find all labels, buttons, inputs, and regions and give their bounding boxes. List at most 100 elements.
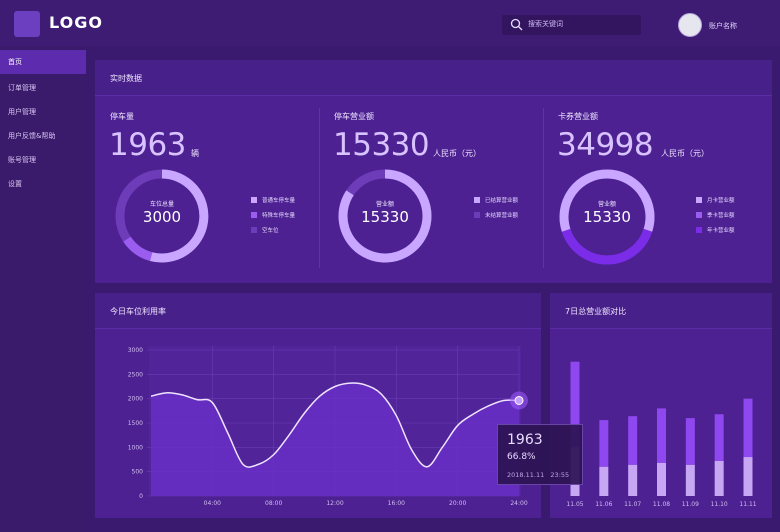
revenue-compare-chart[interactable]: 11.05 11.06 11.07 11.08 11.09 11.10 11.11 (550, 330, 772, 518)
stat-parking-value: 1963 (109, 127, 186, 163)
sidebar-item-accounts[interactable]: 账号管理 (8, 156, 36, 164)
x-tick-label: 11.10 (711, 501, 728, 508)
bar-top (570, 361, 580, 448)
realtime-header: 实时数据 (95, 60, 772, 96)
legend-swatch (251, 212, 257, 218)
legend-parking-normal[interactable]: 普通车停车量 (251, 197, 295, 205)
stat-coupon-label: 卡券营业额 (558, 112, 598, 121)
legend-revenue-settled[interactable]: 已结算营业额 (474, 197, 518, 205)
bar-top (628, 416, 638, 465)
y-tick-label: 0 (139, 493, 143, 500)
revenue-compare-header: 7日总营业额对比 (550, 293, 772, 329)
tooltip-date: 2018.11.11 (507, 471, 545, 479)
bar-top (743, 398, 753, 458)
highlight-point (514, 395, 524, 405)
sidebar-item-home[interactable]: 首页 (0, 50, 86, 74)
x-tick-label: 11.11 (739, 501, 756, 508)
bar-top (599, 420, 609, 467)
bar-bottom (743, 457, 753, 496)
stat-parking-label: 停车量 (110, 112, 134, 121)
donut-coupon (559, 169, 655, 265)
realtime-panel: 实时数据 (95, 60, 772, 283)
x-tick-label: 20:00 (449, 500, 466, 507)
legend-swatch (251, 197, 257, 203)
revenue-compare-title: 7日总营业额对比 (565, 307, 627, 316)
area-fill (151, 383, 519, 496)
bar-bottom (657, 462, 666, 496)
donut-coupon-segment-1 (606, 169, 655, 232)
tooltip-value: 1963 (507, 432, 543, 448)
utilization-chart[interactable]: 0 500 1000 1500 2000 2500 3000 04:00 08:00 12:00 1… (95, 330, 541, 518)
search-placeholder: 搜索关键词 (528, 20, 563, 28)
donut-revenue (338, 169, 432, 263)
avatar[interactable] (678, 13, 702, 37)
legend-swatch (696, 227, 702, 233)
x-tick-label: 11.05 (566, 501, 583, 508)
legend-coupon-month[interactable]: 月卡营业额 (696, 197, 735, 205)
utilization-title: 今日车位利用率 (110, 307, 166, 316)
tooltip-percent: 66.8% (507, 452, 536, 462)
x-tick-label: 24:00 (510, 500, 527, 507)
stat-coupon-unit: 人民币（元） (661, 149, 709, 158)
y-tick-label: 1000 (128, 444, 143, 451)
donut-parking-label: 车位总量 (149, 201, 174, 208)
x-tick-label: 04:00 (204, 500, 221, 507)
series-line (150, 382, 520, 468)
realtime-title: 实时数据 (110, 74, 142, 83)
legend-swatch (251, 227, 257, 233)
bar-bottom (599, 466, 609, 496)
legend-swatch (696, 212, 702, 218)
x-tick-label: 11.09 (682, 501, 699, 508)
stat-parking-unit: 辆 (191, 149, 199, 158)
legend-coupon-year[interactable]: 年卡营业额 (696, 227, 735, 235)
donut-coupon-segment-2 (561, 228, 653, 265)
search-input[interactable]: 搜索关键词 (502, 15, 641, 35)
legend-swatch (696, 197, 702, 203)
legend-coupon-season[interactable]: 季卡营业额 (696, 212, 735, 220)
donut-coupon-segment-3 (559, 169, 608, 232)
tooltip-time: 23:55 (550, 471, 570, 479)
bar-top (714, 414, 724, 461)
stat-divider (319, 108, 320, 268)
bar-top (685, 418, 695, 465)
bar-top (657, 408, 666, 463)
donut-parking-segment-2 (123, 236, 153, 261)
x-tick-label: 12:00 (326, 500, 343, 507)
logo-text: LOGO (49, 13, 103, 32)
legend-parking-empty[interactable]: 空车位 (251, 227, 279, 235)
sidebar-item-orders[interactable]: 订单管理 (8, 84, 36, 92)
legend-swatch (474, 212, 480, 218)
legend-revenue-unsettled[interactable]: 未结算营业额 (474, 212, 518, 220)
donut-coupon-value: 15330 (583, 208, 631, 226)
donut-parking (115, 169, 209, 263)
y-tick-label: 2000 (128, 396, 143, 403)
bar-bottom (628, 464, 638, 496)
donut-revenue-label: 营业额 (375, 201, 394, 208)
tooltip-datetime: 2018.11.11 23:55 (507, 471, 569, 479)
donut-parking-value: 3000 (142, 208, 182, 226)
y-tick-label: 500 (132, 469, 144, 476)
bar-bottom (714, 460, 724, 496)
stat-revenue-unit: 人民币（元） (433, 149, 481, 158)
donut-coupon-label: 营业额 (597, 201, 616, 208)
sidebar-item-users[interactable]: 用户管理 (8, 108, 36, 116)
search-icon[interactable] (510, 18, 523, 31)
donut-revenue-segment-1 (338, 169, 432, 263)
sidebar: 首页 订单管理 用户管理 用户反馈&帮助 账号管理 设置 (0, 46, 86, 532)
x-tick-label: 08:00 (265, 500, 282, 507)
y-tick-label: 2500 (128, 371, 143, 378)
account-name[interactable]: 账户名称 (709, 22, 737, 30)
stat-divider (543, 108, 544, 268)
y-tick-label: 3000 (128, 347, 143, 354)
logo-icon (14, 11, 40, 37)
utilization-header: 今日车位利用率 (95, 293, 541, 329)
sidebar-item-feedback[interactable]: 用户反馈&帮助 (8, 132, 56, 140)
chart-tooltip: 1963 66.8% 2018.11.11 23:55 (497, 424, 583, 485)
x-tick-label: 11.07 (624, 501, 641, 508)
x-tick-label: 11.08 (653, 501, 670, 508)
donut-revenue-value: 15330 (361, 208, 409, 226)
legend-swatch (474, 197, 480, 203)
legend-parking-special[interactable]: 特殊车停车量 (251, 212, 295, 220)
donut-parking-segment-1 (149, 169, 209, 263)
sidebar-item-settings[interactable]: 设置 (8, 180, 22, 188)
